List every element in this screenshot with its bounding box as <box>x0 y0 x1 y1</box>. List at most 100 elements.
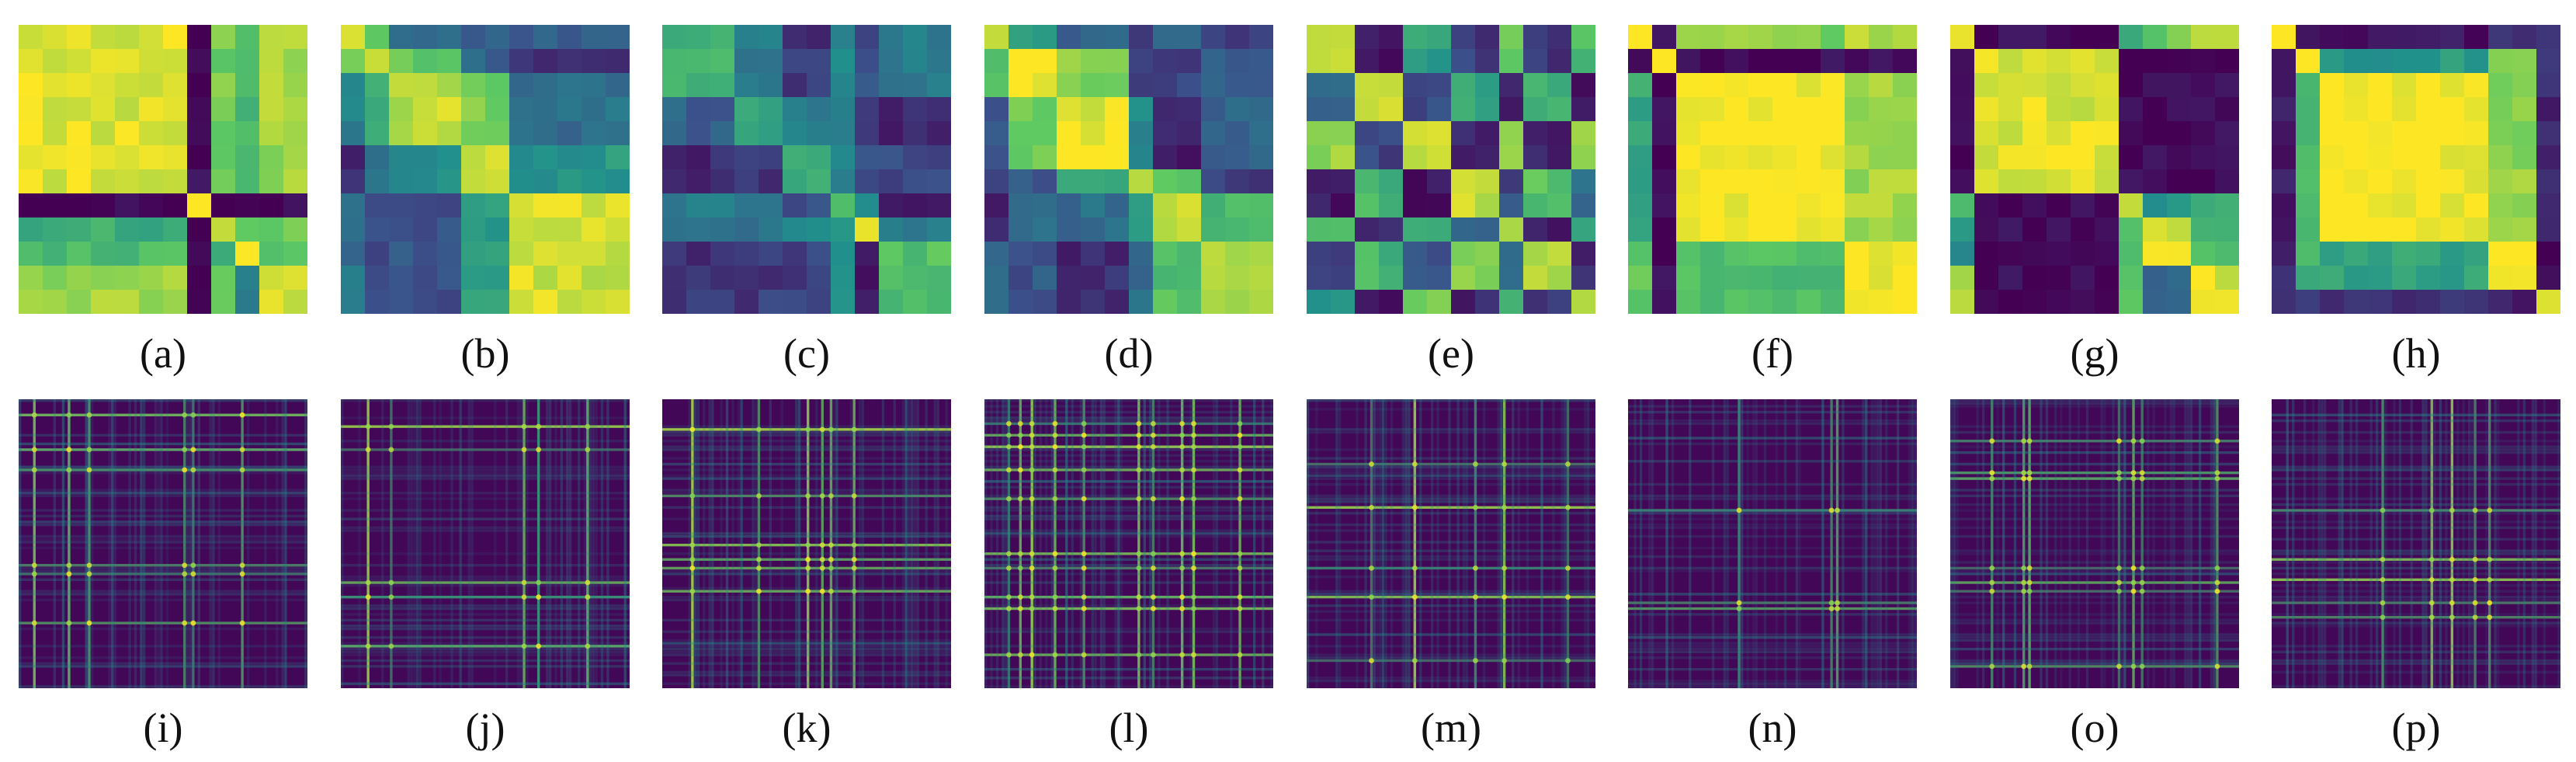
heatmap-horizontal-line <box>662 440 951 443</box>
heatmap-cell <box>2392 49 2417 74</box>
heatmap-cell <box>2464 73 2489 98</box>
heatmap-cell <box>855 25 880 50</box>
heatmap-cell <box>1033 73 1057 98</box>
heatmap-cell <box>2071 97 2095 122</box>
heatmap-cell <box>2392 121 2417 146</box>
heatmap-horizontal-line <box>19 598 307 602</box>
heatmap-vertical-line <box>1474 399 1477 688</box>
heatmap-cell <box>1676 290 1701 314</box>
heatmap-vertical-line <box>1419 399 1422 688</box>
heatmap-cell <box>259 242 284 266</box>
heatmap-horizontal-line <box>1628 526 1917 530</box>
heatmap-horizontal-line <box>1628 422 1917 426</box>
heatmap-vertical-line <box>1180 399 1184 688</box>
heatmap-vertical-line <box>1552 399 1555 688</box>
heatmap-cell <box>1009 193 1033 218</box>
heatmap-cell <box>1772 193 1797 218</box>
heatmap-vertical-line <box>1956 399 1959 688</box>
heatmap-cell <box>235 145 260 170</box>
heatmap-cell <box>2512 121 2537 146</box>
heatmap-horizontal-line <box>984 445 1273 448</box>
heatmap-cell <box>1700 217 1725 242</box>
heatmap-horizontal-line <box>662 569 951 572</box>
heatmap-cell <box>2022 73 2047 98</box>
heatmap-vertical-line <box>1876 399 1880 688</box>
heatmap-cell <box>2536 217 2560 242</box>
heatmap-cell <box>2119 25 2144 50</box>
heatmap-hotspot <box>1989 475 1995 482</box>
heatmap-cell <box>115 145 140 170</box>
heatmap-cell <box>1451 97 1476 122</box>
heatmap-cell <box>1177 242 1202 266</box>
heatmap-cell <box>1974 121 1999 146</box>
heatmap-cell <box>1105 290 1130 314</box>
heatmap-cell <box>533 242 558 266</box>
heatmap-cell <box>1845 121 1870 146</box>
heatmap-vertical-line <box>2425 399 2428 688</box>
heatmap-vertical-line <box>2140 399 2144 688</box>
heatmap-cell <box>1523 97 1548 122</box>
heatmap-vertical-line <box>1830 399 1833 688</box>
heatmap-cell <box>1628 169 1653 194</box>
heatmap-cell <box>1893 169 1917 194</box>
heatmap-cell <box>1571 97 1595 122</box>
heatmap-cell <box>1772 49 1797 74</box>
heatmap-b <box>341 25 630 314</box>
heatmap-vertical-line <box>2439 399 2442 688</box>
heatmap-horizontal-line <box>984 517 1273 520</box>
heatmap-horizontal-line <box>341 529 630 532</box>
heatmap-cell <box>1057 145 1081 170</box>
heatmap-cell <box>1821 193 1845 218</box>
heatmap-hotspot <box>1052 551 1058 557</box>
heatmap-cell <box>1821 73 1845 98</box>
heatmap-hotspot <box>1017 652 1023 658</box>
heatmap-cell <box>2464 266 2489 291</box>
heatmap-horizontal-line <box>1307 523 1595 527</box>
heatmap-horizontal-line <box>1950 517 2239 520</box>
heatmap-horizontal-line <box>2272 482 2560 486</box>
heatmap-cell <box>1950 217 1975 242</box>
heatmap-cell <box>1177 145 1202 170</box>
heatmap-cell <box>2440 193 2465 218</box>
heatmap-cell <box>1129 145 1154 170</box>
heatmap-horizontal-line <box>662 489 951 492</box>
heatmap-cell <box>211 290 236 314</box>
heatmap-cell <box>1797 217 1821 242</box>
heatmap-horizontal-line <box>2272 590 2560 593</box>
heatmap-horizontal-line <box>1307 512 1595 515</box>
heatmap-cell <box>2167 193 2192 218</box>
heatmap-cell <box>879 121 904 146</box>
heatmap-horizontal-line <box>2272 659 2560 663</box>
heatmap-horizontal-line <box>1950 647 2239 651</box>
panel-e: (e) <box>1307 25 1595 374</box>
heatmap-horizontal-line <box>341 665 630 668</box>
heatmap-hotspot <box>2130 565 2137 571</box>
heatmap-cell <box>2119 121 2144 146</box>
heatmap-hotspot <box>1565 658 1571 663</box>
heatmap-cell <box>606 266 630 291</box>
heatmap-cell <box>413 266 438 291</box>
heatmap-cell <box>1225 242 1250 266</box>
heatmap-cell <box>1105 25 1130 50</box>
heatmap-horizontal-line <box>984 607 1273 611</box>
heatmap-cell <box>1403 290 1428 314</box>
heatmap-cell <box>1893 242 1917 266</box>
heatmap-horizontal-line <box>984 454 1273 458</box>
heatmap-cell <box>1081 97 1106 122</box>
heatmap-cell <box>2368 266 2393 291</box>
heatmap-cell <box>710 145 735 170</box>
panel-label-f: (f) <box>1751 330 1793 377</box>
heatmap-vertical-line <box>2187 399 2190 688</box>
heatmap-cell <box>389 169 414 194</box>
heatmap-cell <box>437 97 462 122</box>
heatmap-hotspot <box>1369 565 1374 571</box>
heatmap-cell <box>1249 145 1273 170</box>
heatmap-cell <box>1057 242 1081 266</box>
heatmap-hotspot <box>1828 507 1835 513</box>
heatmap-vertical-line <box>1566 399 1570 688</box>
heatmap-hotspot <box>1237 606 1243 611</box>
heatmap-cell <box>1331 169 1356 194</box>
heatmap-vertical-line <box>91 399 94 688</box>
heatmap-cell <box>2344 290 2369 314</box>
heatmap-cell <box>163 266 188 291</box>
